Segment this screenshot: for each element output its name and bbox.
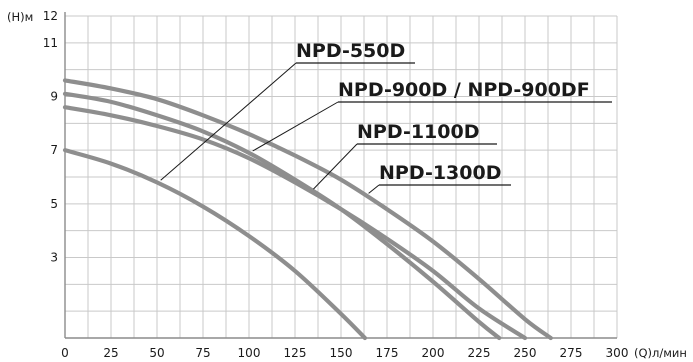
series-leader-line [252, 101, 339, 152]
y-axis-label: (H)м [7, 10, 33, 24]
series-leader-line [368, 184, 380, 194]
series-label: NPD-900D / NPD-900DF [338, 79, 590, 101]
y-tick-label: 5 [50, 197, 58, 211]
series-leader-line [313, 143, 358, 190]
series-curve-2 [62, 105, 528, 341]
y-tick-label: 7 [50, 143, 58, 157]
x-tick-label: 0 [61, 346, 69, 360]
series-labels: NPD-550D NPD-900D / NPD-900DF NPD-1100D NPD… [160, 40, 612, 194]
x-tick-label: 250 [514, 346, 537, 360]
x-tick-label: 100 [238, 346, 261, 360]
series-curves [62, 78, 553, 341]
tick-labels: 0 25 50 75 100 125 150 175 200 225 250 275 300 3 5 7 9 11… [43, 9, 629, 360]
series-label: NPD-550D [296, 40, 405, 62]
x-tick-label: 50 [149, 346, 164, 360]
x-tick-label: 175 [376, 346, 399, 360]
x-tick-label: 200 [422, 346, 445, 360]
y-tick-label: 12 [43, 9, 58, 23]
x-tick-label: 150 [330, 346, 353, 360]
x-axis-label: (Q)л/мин [634, 346, 687, 360]
x-tick-label: 275 [560, 346, 583, 360]
series-leader-line [160, 62, 297, 181]
series-curve-3 [62, 78, 553, 341]
series-curve-0 [62, 148, 368, 341]
y-tick-label: 9 [50, 90, 58, 104]
y-tick-label: 11 [43, 36, 58, 50]
series-label: NPD-1300D [379, 162, 502, 184]
x-tick-label: 25 [103, 346, 118, 360]
x-tick-label: 300 [606, 346, 629, 360]
series-label: NPD-1100D [357, 121, 480, 143]
x-tick-label: 125 [284, 346, 307, 360]
y-tick-label: 3 [50, 251, 58, 265]
series-curve-1 [62, 91, 502, 341]
x-tick-label: 225 [468, 346, 491, 360]
x-tick-label: 75 [195, 346, 210, 360]
